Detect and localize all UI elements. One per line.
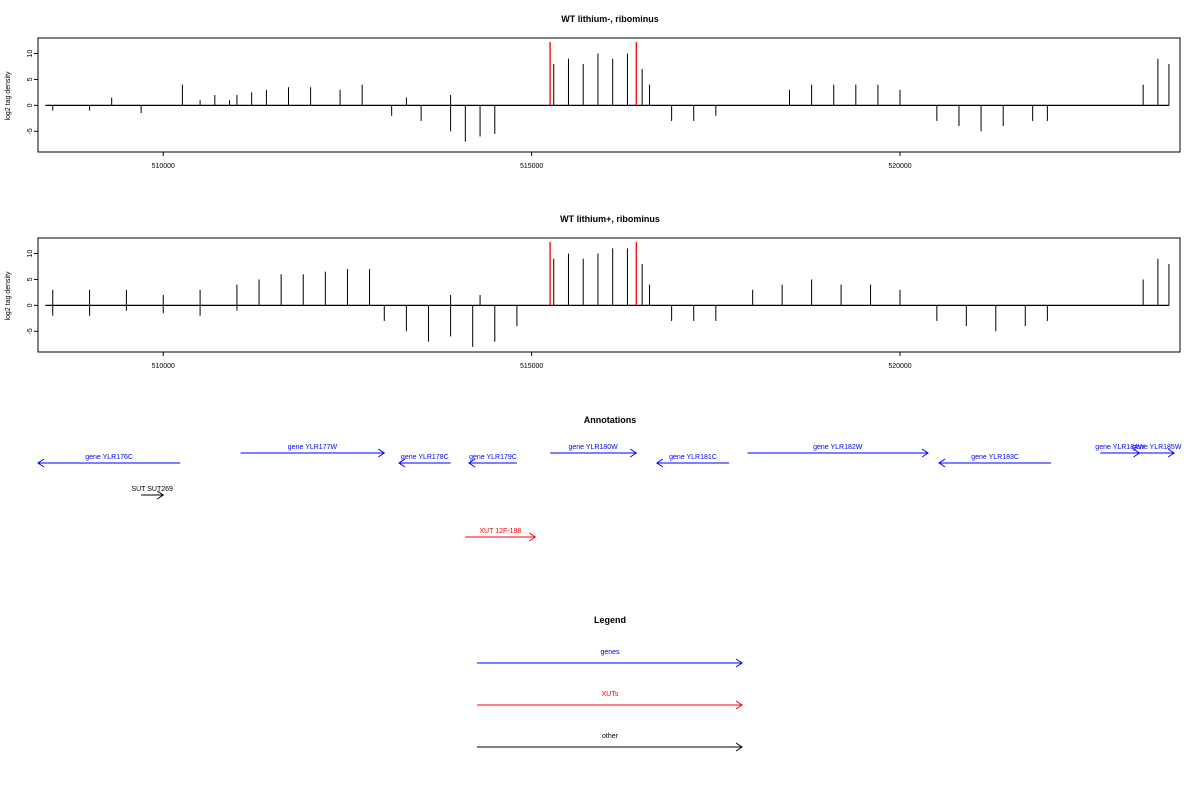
arrow-right-icon <box>1167 448 1176 458</box>
legend-label: genes <box>600 649 620 656</box>
track-panel-1: WT lithium-, ribominus log2 tag density … <box>5 14 1181 170</box>
feature-label: XUT 12F-198 <box>479 528 521 535</box>
arrow-right-icon <box>629 448 638 458</box>
arrow-right-icon <box>735 742 743 752</box>
legend: Legend genes XUTs other <box>477 615 743 752</box>
y-tick-label: 10 <box>27 250 34 258</box>
y-tick-label: -5 <box>27 128 34 134</box>
feature-label: gene YLR181C <box>669 454 717 461</box>
legend-title: Legend <box>594 615 626 625</box>
panel-1-y-label: log2 tag density <box>5 71 12 121</box>
panel-1-frame <box>37 37 1181 153</box>
arrow-right-icon <box>529 532 537 542</box>
x-tick-label: 520000 <box>888 363 911 370</box>
panel-2-axes: -5 0 5 10 510000 515000 520000 <box>27 250 912 370</box>
annotation-features: gene YLR176C gene YLR177W gene YLR178C gene… <box>37 444 1182 542</box>
x-tick-label: 510000 <box>152 163 175 170</box>
panel-1-axes: -5 0 5 10 510000 515000 520000 <box>27 50 912 170</box>
legend-items: genes XUTs other <box>477 649 743 752</box>
arrow-left-icon <box>468 458 476 468</box>
x-tick-label: 510000 <box>152 363 175 370</box>
feature-label: gene YLR178C <box>401 454 449 461</box>
feature-label: gene YLR179C <box>469 454 517 461</box>
panel-2-title: WT lithium+, ribominus <box>560 214 660 224</box>
y-tick-label: -5 <box>27 328 34 334</box>
x-tick-label: 520000 <box>888 163 911 170</box>
feature-label: gene YLR176C <box>85 454 133 461</box>
x-tick-label: 515000 <box>520 363 543 370</box>
y-tick-label: 0 <box>27 303 34 307</box>
arrow-right-icon <box>378 448 386 458</box>
arrow-left-icon <box>938 458 946 468</box>
panel-1-title: WT lithium-, ribominus <box>561 14 659 24</box>
legend-label: other <box>602 733 619 740</box>
feature-label: gene YLR177W <box>288 444 338 451</box>
arrow-left-icon <box>37 458 45 468</box>
arrow-right-icon <box>735 700 743 710</box>
feature-label: gene YLR182W <box>813 444 863 451</box>
legend-label: XUTs <box>602 691 619 698</box>
panel-2-bars <box>45 242 1170 347</box>
feature-label: gene YLR183C <box>971 454 1019 461</box>
feature-label: SUT SUT269 <box>131 486 173 493</box>
arrow-right-icon <box>735 658 743 668</box>
feature-label: gene YLR185W <box>1132 444 1182 451</box>
y-tick-label: 0 <box>27 103 34 107</box>
arrow-left-icon <box>398 458 406 468</box>
arrow-right-icon <box>921 448 929 458</box>
arrow-right-icon <box>156 490 165 500</box>
panel-2-frame <box>37 237 1181 353</box>
feature-label: gene YLR184W <box>1095 444 1145 451</box>
x-tick-label: 515000 <box>520 163 543 170</box>
panel-1-bars <box>45 42 1170 142</box>
y-tick-label: 10 <box>27 50 34 58</box>
panel-2-y-label: log2 tag density <box>5 271 12 321</box>
y-tick-label: 5 <box>27 77 34 81</box>
feature-label: gene YLR180W <box>569 444 619 451</box>
y-tick-label: 5 <box>27 277 34 281</box>
track-panel-2: WT lithium+, ribominus log2 tag density … <box>5 214 1181 370</box>
arrow-left-icon <box>655 458 664 468</box>
annotations-title: Annotations <box>584 415 637 425</box>
